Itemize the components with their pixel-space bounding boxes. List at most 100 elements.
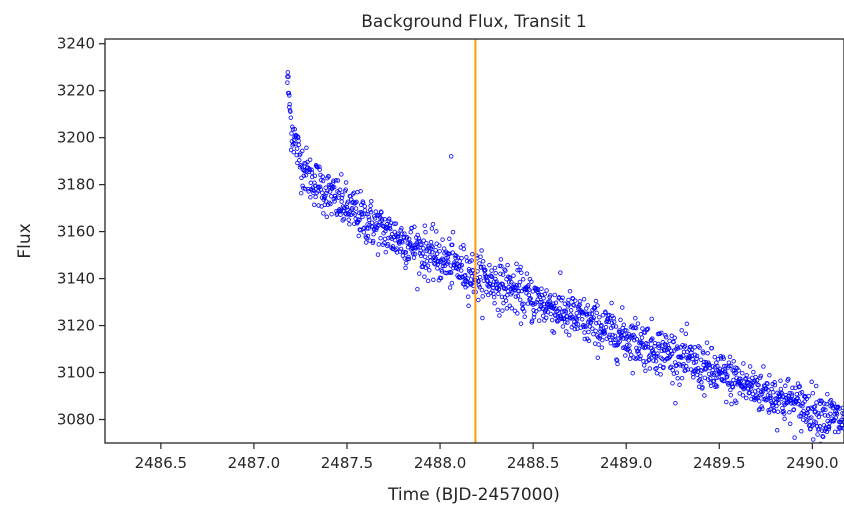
data-point <box>497 313 502 318</box>
plot-area <box>104 38 844 444</box>
data-point <box>566 302 572 307</box>
data-point <box>799 390 805 395</box>
data-point <box>393 221 399 226</box>
data-point <box>694 356 699 361</box>
data-point <box>509 279 514 285</box>
data-point <box>513 285 519 291</box>
data-point <box>679 375 685 381</box>
data-point <box>340 192 345 198</box>
data-point <box>288 109 293 114</box>
data-point <box>518 321 524 326</box>
data-point <box>326 174 331 179</box>
data-point <box>712 371 717 376</box>
data-point <box>352 212 358 217</box>
data-point <box>818 441 823 443</box>
data-point <box>468 281 473 287</box>
data-point <box>841 426 844 431</box>
data-point <box>415 244 421 250</box>
data-point <box>783 383 788 389</box>
data-point <box>424 240 429 246</box>
data-point <box>367 207 373 213</box>
data-point <box>317 184 323 189</box>
data-point <box>615 361 620 367</box>
data-point <box>531 315 537 320</box>
x-tick-label: 2490.0 <box>786 454 839 472</box>
data-point <box>516 289 521 294</box>
data-point <box>402 231 407 236</box>
data-point <box>551 301 556 306</box>
data-point <box>713 382 719 388</box>
y-tick-label: 3240 <box>57 35 95 53</box>
data-point <box>646 345 651 350</box>
data-point <box>517 297 523 303</box>
data-point <box>651 358 656 363</box>
data-point <box>682 343 688 349</box>
data-point <box>764 380 770 386</box>
data-point <box>552 292 558 298</box>
data-point <box>541 301 547 307</box>
data-point <box>551 330 557 335</box>
data-point <box>317 167 322 172</box>
data-point <box>369 220 375 225</box>
data-point <box>363 211 368 216</box>
data-point <box>705 351 710 356</box>
data-point <box>477 274 483 280</box>
data-point <box>417 251 423 256</box>
data-point <box>499 263 504 269</box>
data-point <box>320 174 325 179</box>
data-point <box>635 321 641 326</box>
data-point <box>450 250 455 255</box>
x-tick-label: 2486.5 <box>135 454 188 472</box>
data-point <box>708 383 714 388</box>
data-point <box>489 268 494 273</box>
data-point <box>563 309 569 315</box>
data-point <box>755 395 761 400</box>
data-point <box>324 214 330 220</box>
data-point <box>819 411 824 416</box>
data-point <box>416 271 422 276</box>
data-point <box>505 262 510 268</box>
data-point <box>690 356 695 362</box>
data-point <box>675 346 681 351</box>
data-point <box>816 414 822 420</box>
data-point <box>299 175 304 181</box>
data-point <box>714 375 719 381</box>
data-point <box>683 368 688 373</box>
data-point <box>427 254 433 260</box>
data-point <box>395 231 400 237</box>
data-point <box>338 208 344 214</box>
x-tick-label: 2487.0 <box>228 454 281 472</box>
data-point <box>594 310 599 316</box>
data-point <box>375 252 381 257</box>
data-point <box>515 293 521 299</box>
data-point <box>403 265 408 271</box>
data-point <box>507 275 512 280</box>
data-point <box>728 387 733 393</box>
data-point <box>607 332 612 338</box>
data-point <box>335 178 341 183</box>
data-point <box>572 326 578 332</box>
data-point <box>620 305 625 310</box>
data-point <box>641 363 647 368</box>
data-point <box>310 174 315 180</box>
data-point <box>469 258 474 263</box>
data-point <box>782 416 787 422</box>
data-point <box>628 352 634 358</box>
data-point <box>800 417 806 422</box>
data-point <box>701 350 706 356</box>
data-point <box>721 356 726 361</box>
data-point <box>820 434 826 440</box>
data-point <box>464 258 470 264</box>
data-point <box>705 377 711 382</box>
data-point <box>422 223 428 228</box>
data-point <box>500 272 506 277</box>
data-point <box>408 229 413 235</box>
data-point <box>630 325 636 331</box>
data-point <box>432 257 438 262</box>
data-point <box>403 250 409 255</box>
data-point <box>669 333 674 339</box>
data-point <box>353 206 359 211</box>
data-point <box>610 332 615 338</box>
data-point <box>643 368 648 374</box>
data-point <box>767 373 772 378</box>
